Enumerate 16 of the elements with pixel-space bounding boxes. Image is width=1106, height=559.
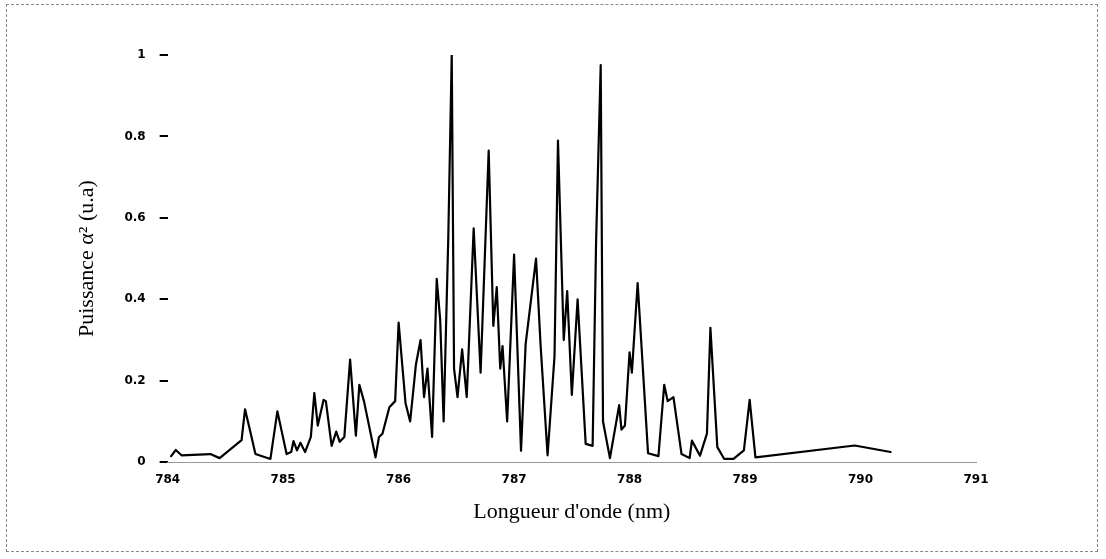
x-tick-label: 785 (270, 471, 296, 486)
x-axis-title: Longueur d'onde (nm) (473, 497, 671, 523)
y-tick-label: 0 (137, 454, 146, 469)
y-tick-label: 0.4 (124, 291, 146, 306)
y-axis-title: Puissance α² (u.a) (72, 180, 98, 338)
x-tick-label: 784 (155, 471, 181, 486)
x-tick-label: 787 (501, 471, 527, 486)
x-tick-label: 790 (847, 471, 874, 486)
y-tick-label: 0.8 (124, 128, 146, 143)
x-tick-label: 788 (617, 471, 643, 486)
y-tick-label: 1 (137, 47, 146, 62)
y-tick-label: 0.6 (124, 210, 146, 225)
x-tick-label: 786 (386, 471, 412, 486)
x-tick-label: 789 (732, 471, 758, 486)
y-tick-label: 0.2 (124, 372, 146, 387)
x-tick-label: 791 (963, 471, 989, 486)
